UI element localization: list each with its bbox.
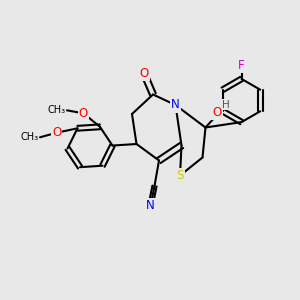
Text: O: O	[140, 67, 148, 80]
Text: O: O	[52, 126, 61, 139]
Text: O: O	[79, 107, 88, 120]
Text: CH₃: CH₃	[20, 132, 38, 142]
Text: CH₃: CH₃	[47, 105, 65, 115]
Text: F: F	[238, 59, 245, 72]
Text: S: S	[176, 169, 184, 182]
Text: N: N	[146, 199, 155, 212]
Text: N: N	[171, 98, 180, 112]
Text: O: O	[212, 106, 221, 119]
Text: H: H	[222, 100, 230, 110]
